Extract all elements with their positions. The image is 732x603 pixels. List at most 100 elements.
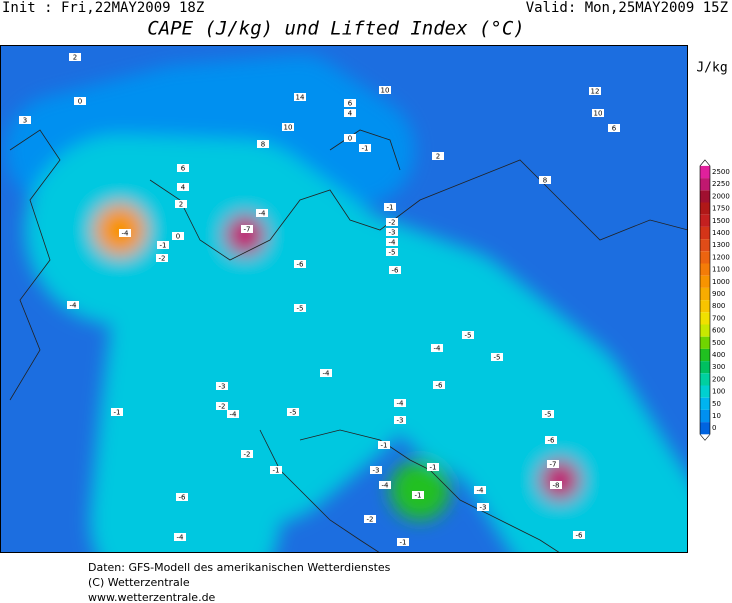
contour-label-box [474,486,486,494]
contour-label: 4 [177,183,189,192]
contour-label-box [344,99,356,107]
contour-label: 10 [592,109,604,118]
contour-label-box [394,416,406,424]
contour-label: -2 [216,402,228,411]
colorbar-cell [700,361,710,374]
contour-label-box [386,238,398,246]
contour-label-box [270,466,282,474]
contour-label: -4 [386,238,398,247]
contour-label-text: -1 [387,204,394,212]
contour-label-box [69,53,81,61]
contour-label-text: 4 [181,184,186,192]
contour-label: 12 [589,87,601,96]
contour-label: -5 [287,408,299,417]
contour-label-text: -4 [434,345,442,353]
contour-label-text: -1 [400,539,407,547]
contour-label-text: -4 [382,482,390,490]
contour-label: -6 [573,531,585,540]
contour-label: -2 [156,254,168,263]
contour-label-box [379,86,391,94]
contour-label-box [156,254,168,262]
contour-label: 4 [344,109,356,118]
contour-label: -7 [547,460,559,469]
contour-label-box [119,229,131,237]
contour-label-box [320,369,332,377]
colorbar-label: 1400 [712,229,730,237]
contour-label: -4 [320,369,332,378]
contour-label: -1 [397,538,409,547]
contour-label-text: -5 [389,249,396,257]
contour-label: -6 [176,493,188,502]
contour-label-text: 2 [73,54,77,62]
contour-label-text: -4 [122,230,130,238]
contour-label-box [386,218,398,226]
contour-label-text: -6 [548,437,556,445]
colorbar-label: 900 [712,290,725,298]
contour-label-text: -1 [381,442,388,450]
contour-label-box [216,402,228,410]
contour-label-box [539,176,551,184]
colorbar-label: 400 [712,351,725,359]
contour-label-box [384,203,396,211]
colorbar-label: 1300 [712,241,730,249]
contour-label-box [364,515,376,523]
contour-label-text: 2 [179,201,183,209]
contour-label: -1 [157,241,169,250]
contour-label-box [177,183,189,191]
contour-label-box [389,266,401,274]
colorbar-cell [700,214,710,227]
contour-label-text: 10 [594,110,603,118]
contour-label-box [573,531,585,539]
contour-label-text: 0 [78,98,82,106]
contour-label-text: 4 [348,110,353,118]
contour-label-box [157,241,169,249]
contour-label-box [344,134,356,142]
contour-label: -1 [359,144,371,153]
colorbar-label: 1200 [712,253,730,261]
contour-label-text: -5 [494,354,501,362]
contour-label: -6 [433,381,445,390]
contour-label: -6 [389,266,401,275]
colorbar-cell [700,312,710,325]
init-time: Init : Fri,22MAY2009 18Z [2,0,204,16]
contour-label-box [241,225,253,233]
contour-label-box [344,109,356,117]
colorbar-label: 2500 [712,168,730,176]
contour-label: -6 [294,260,306,269]
contour-label: -5 [542,410,554,419]
contour-label-text: -6 [576,532,584,540]
colorbar-cell [700,263,710,276]
colorbar-label: 2000 [712,192,730,200]
colorbar-cell [700,287,710,301]
contour-label-box [589,87,601,95]
contour-label-box [175,200,187,208]
contour-label-text: -3 [389,229,396,237]
contour-label-box [608,124,620,132]
contour-label: 2 [69,53,81,62]
contour-label: -3 [386,228,398,237]
contour-label-text: -1 [160,242,167,250]
legend-unit: J/kg [696,61,727,76]
contour-label: -8 [550,481,562,490]
contour-label-box [294,260,306,268]
contour-label-box [431,344,443,352]
colorbar-label: 2250 [712,180,730,188]
contour-label-box [294,304,306,312]
contour-label-box [550,481,562,489]
contour-label-box [545,436,557,444]
colorbar-cell [700,397,710,410]
contour-label-text: 8 [543,177,547,185]
contour-label: -4 [474,486,486,495]
contour-label-text: -4 [323,370,331,378]
contour-label-text: -3 [397,417,404,425]
contour-label-text: -6 [436,382,444,390]
footer-line: (C) Wetterzentrale [88,576,190,589]
contour-label-box [477,503,489,511]
contour-label-box [359,144,371,152]
contour-label: -4 [174,533,186,542]
contour-label-text: -4 [230,411,238,419]
contour-label: -3 [477,503,489,512]
contour-label: -1 [378,441,390,450]
contour-label-box [177,164,189,172]
